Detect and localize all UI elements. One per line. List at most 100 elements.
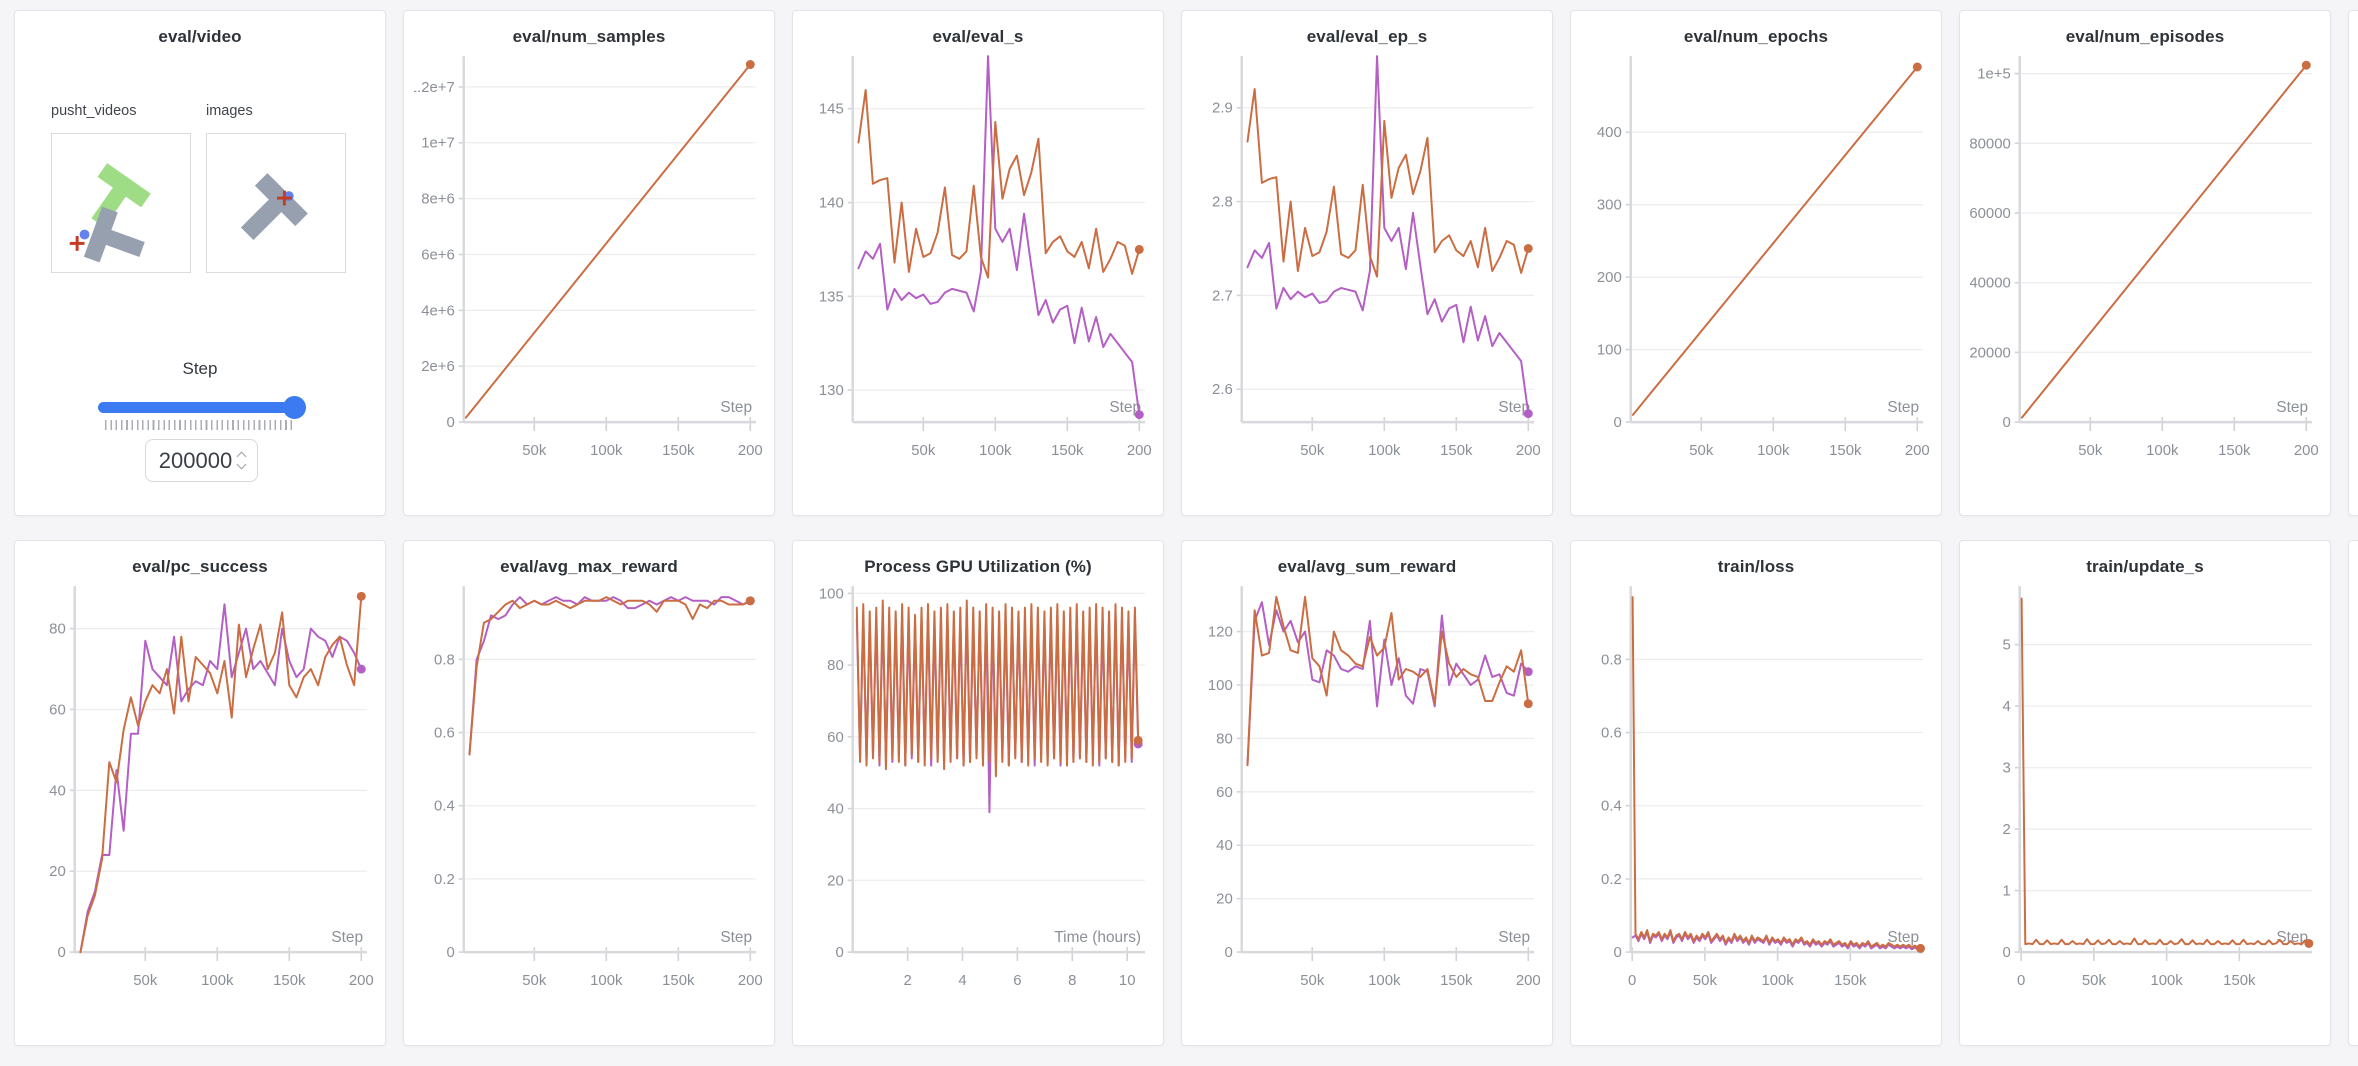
pusht-scene — [69, 163, 151, 263]
line-chart-process-gpu-utilization[interactable]: 0 20 40 60 80 100 2 4 6 8 10 Time (hours) — [803, 579, 1153, 1005]
line-chart-eval-avg-sum-reward[interactable]: 0 20 40 60 80 100 120 50k 100k 150k 200 Step — [1192, 579, 1542, 1005]
svg-text:3: 3 — [2002, 761, 2010, 777]
svg-text:0.8: 0.8 — [1601, 652, 1622, 668]
svg-text:150k: 150k — [1829, 443, 1862, 459]
svg-text:2.9: 2.9 — [1212, 101, 1233, 117]
panel-process-gpu-utilization: Process GPU Utilization (%) 0 20 40 60 80 100… — [792, 540, 1164, 1046]
pusht-green-t-shape — [91, 163, 151, 228]
line-chart-eval-num-samples[interactable]: 0 2e+6 4e+6 6e+6 8e+6 1e+7 1.2e+7 50k 100k 150k 20… — [414, 49, 764, 475]
svg-text:50k: 50k — [1300, 973, 1325, 989]
svg-text:0: 0 — [2017, 973, 2025, 989]
svg-text:Step: Step — [1887, 399, 1919, 416]
svg-text:Step: Step — [720, 399, 752, 416]
chart-title: eval/num_epochs — [1683, 27, 1829, 46]
line-chart-eval-pc-success[interactable]: 0 20 40 60 80 50k 100k 150k 200 Step — [25, 579, 375, 1005]
svg-text:0: 0 — [57, 945, 65, 961]
svg-text:0: 0 — [2002, 415, 2010, 431]
target-cross-icon — [276, 190, 292, 206]
svg-text:5: 5 — [2002, 638, 2010, 654]
svg-text:100k: 100k — [1368, 443, 1401, 459]
panel-train-loss: train/loss 0 0.2 0.4 0.6 0.8 0 50k 100k 150k Step — [1570, 540, 1942, 1046]
svg-text:200: 200 — [1127, 443, 1152, 459]
svg-text:200: 200 — [1597, 270, 1622, 286]
panel-eval-num-epochs: eval/num_epochs 0 100 200 300 400 50k 100k 150k… — [1570, 10, 1942, 516]
panel-eval-num-episodes: eval/num_episodes 0 20000 40000 60000 80000 1… — [1959, 10, 2331, 516]
media-caption-pusht-videos: pusht_videos — [51, 103, 137, 119]
svg-text:50k: 50k — [2082, 973, 2107, 989]
step-slider[interactable] — [98, 396, 306, 419]
svg-text:Step: Step — [2276, 929, 2308, 946]
svg-text:80000: 80000 — [1970, 136, 2011, 152]
svg-text:1e+7: 1e+7 — [421, 136, 455, 152]
stepper-arrows[interactable] — [236, 451, 246, 470]
svg-text:0: 0 — [1224, 945, 1232, 961]
svg-text:100k: 100k — [2150, 973, 2183, 989]
panel-eval-pc-success: eval/pc_success 0 20 40 60 80 50k 100k 150k 200 S… — [14, 540, 386, 1046]
svg-text:200: 200 — [738, 443, 763, 459]
svg-text:2.8: 2.8 — [1212, 195, 1233, 211]
svg-text:100: 100 — [819, 586, 844, 602]
svg-text:1e+5: 1e+5 — [1977, 67, 2011, 83]
svg-text:0.8: 0.8 — [434, 652, 455, 668]
svg-text:60: 60 — [1216, 785, 1233, 801]
svg-text:150k: 150k — [662, 443, 695, 459]
svg-text:Time (hours): Time (hours) — [1054, 929, 1141, 946]
svg-text:2e+6: 2e+6 — [421, 359, 455, 375]
slider-tick-ruler — [105, 420, 293, 430]
panel-eval-avg-max-reward: eval/avg_max_reward 0 0.2 0.4 0.6 0.8 50k 100k… — [403, 540, 775, 1046]
svg-text:0: 0 — [1628, 973, 1636, 989]
svg-text:2: 2 — [2002, 822, 2010, 838]
svg-text:0.4: 0.4 — [434, 799, 455, 815]
line-chart-train-loss[interactable]: 0 0.2 0.4 0.6 0.8 0 50k 100k 150k Step — [1581, 579, 1931, 1005]
svg-text:0.6: 0.6 — [434, 726, 455, 742]
line-chart-eval-eval-ep-s[interactable]: 2.6 2.7 2.8 2.9 50k 100k 150k 200 Step — [1192, 49, 1542, 475]
svg-text:Step: Step — [1887, 929, 1919, 946]
line-chart-eval-avg-max-reward[interactable]: 0 0.2 0.4 0.6 0.8 50k 100k 150k 200 Step — [414, 579, 764, 1005]
line-chart-train-update-s[interactable]: 0 1 2 3 4 5 0 50k 100k 150k Step — [1970, 579, 2320, 1005]
svg-text:400: 400 — [1597, 125, 1622, 141]
svg-text:150k: 150k — [1440, 973, 1473, 989]
svg-text:Step: Step — [1109, 399, 1141, 416]
svg-text:50k: 50k — [1693, 973, 1718, 989]
panel-eval-num-samples: eval/num_samples 0 2e+6 4e+6 6e+6 8e+6 1e+7 1.… — [403, 10, 775, 516]
video-thumbnail-images[interactable] — [206, 133, 346, 273]
line-chart-eval-num-epochs[interactable]: 0 100 200 300 400 50k 100k 150k 200 Step — [1581, 49, 1931, 475]
chart-title: eval/avg_max_reward — [500, 557, 678, 576]
svg-text:100: 100 — [1597, 343, 1622, 359]
svg-text:4: 4 — [2002, 699, 2010, 715]
svg-text:100k: 100k — [201, 973, 234, 989]
svg-text:100k: 100k — [1368, 973, 1401, 989]
svg-text:150k: 150k — [2218, 443, 2251, 459]
slider-track[interactable] — [98, 402, 304, 413]
step-down-icon[interactable] — [236, 459, 246, 470]
step-value-input[interactable] — [158, 447, 233, 474]
chart-title: Process GPU Utilization (%) — [864, 557, 1092, 576]
chart-title: eval/num_samples — [512, 27, 666, 46]
slider-thumb[interactable] — [283, 396, 306, 419]
svg-text:130: 130 — [819, 383, 844, 399]
svg-text:0: 0 — [446, 415, 454, 431]
line-chart-eval-num-episodes[interactable]: 0 20000 40000 60000 80000 1e+5 50k 100k 150k 200 S… — [1970, 49, 2320, 475]
svg-text:200: 200 — [1905, 443, 1930, 459]
svg-text:150k: 150k — [662, 973, 695, 989]
svg-text:50k: 50k — [522, 443, 547, 459]
svg-text:1: 1 — [2002, 884, 2010, 900]
svg-text:200: 200 — [738, 973, 763, 989]
chart-title: eval/avg_sum_reward — [1277, 557, 1457, 576]
video-thumbnail-pusht-videos[interactable] — [51, 133, 191, 273]
line-chart-eval-eval-s[interactable]: 130 135 140 145 50k 100k 150k 200 Step — [803, 49, 1153, 475]
svg-text:4: 4 — [958, 973, 966, 989]
svg-text:60000: 60000 — [1970, 206, 2011, 222]
chart-title: eval/eval_ep_s — [1306, 27, 1428, 46]
svg-text:100k: 100k — [1761, 973, 1794, 989]
svg-text:50k: 50k — [522, 973, 547, 989]
step-input-box[interactable] — [145, 439, 258, 482]
svg-text:100: 100 — [1208, 678, 1233, 694]
target-cross-icon — [69, 236, 85, 251]
svg-text:0: 0 — [446, 945, 454, 961]
svg-text:0.2: 0.2 — [434, 872, 455, 888]
svg-text:0: 0 — [835, 945, 843, 961]
panel-title: eval/video — [158, 27, 242, 46]
svg-text:0: 0 — [1613, 945, 1621, 961]
svg-text:140: 140 — [819, 196, 844, 212]
